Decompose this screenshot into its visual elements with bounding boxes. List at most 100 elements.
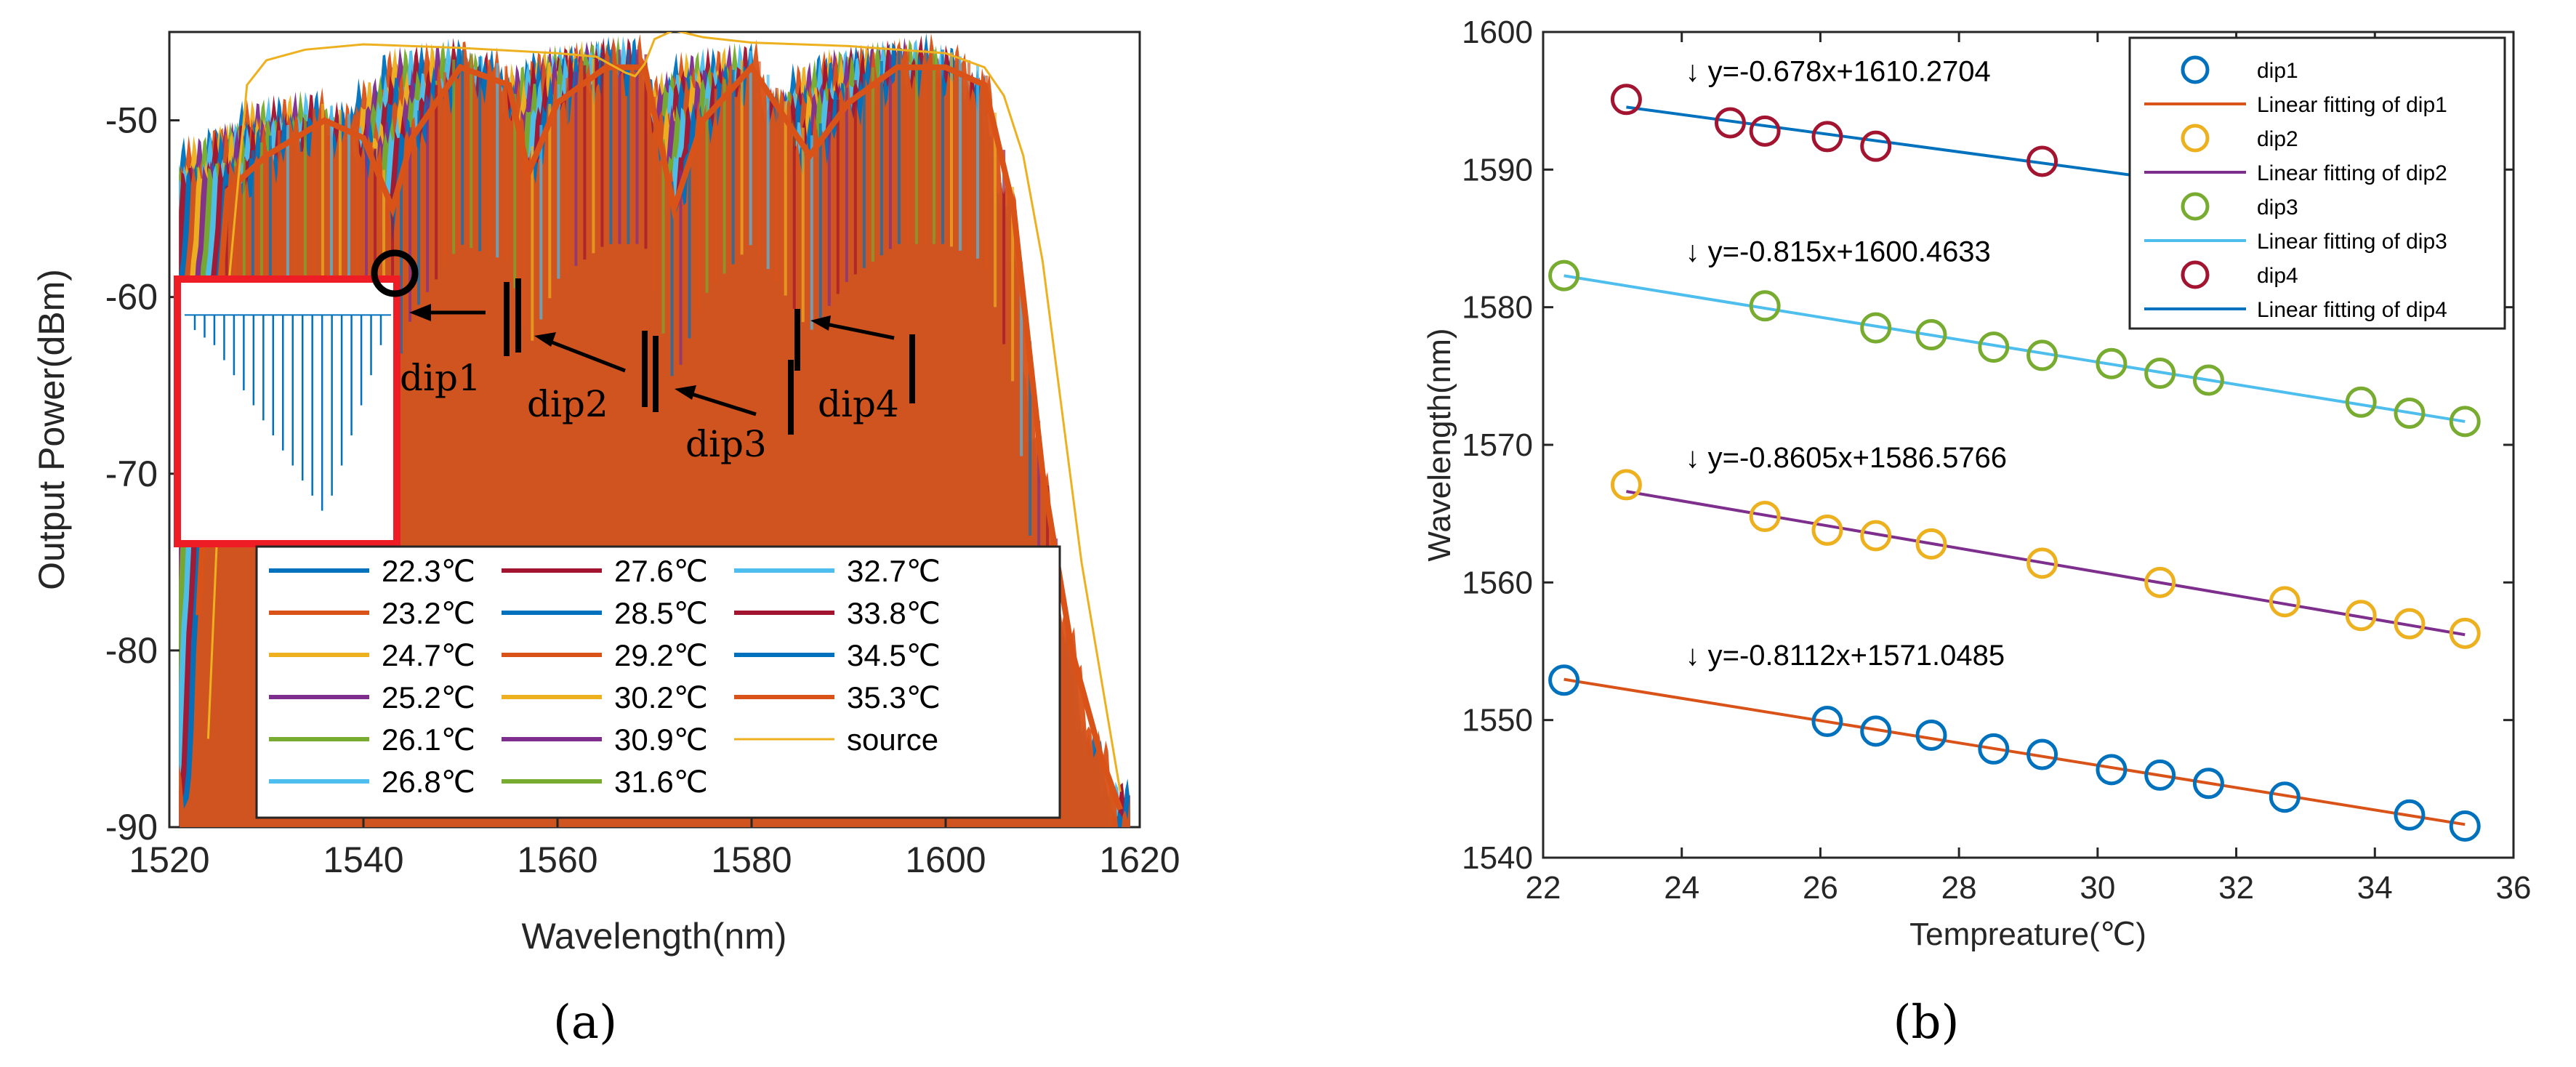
dip4-fit-equation: ↓ y=-0.678x+1610.2704 bbox=[1685, 56, 1990, 88]
legend-label: dip1 bbox=[2257, 59, 2298, 83]
panel-b-x-tick-label: 22 bbox=[1526, 870, 1561, 906]
legend-label: source bbox=[847, 722, 938, 757]
legend-label: dip4 bbox=[2257, 264, 2298, 288]
legend-label: 34.5℃ bbox=[847, 638, 941, 672]
dip2-fit-equation: ↓ y=-0.8605x+1586.5766 bbox=[1685, 442, 2007, 474]
panel-a-x-tick-label: 1620 bbox=[1099, 839, 1180, 880]
panel-a-legend-box bbox=[255, 545, 1061, 819]
panel-a-x-tick-label: 1520 bbox=[129, 839, 209, 880]
dip2-data-point bbox=[1811, 514, 1843, 546]
panel-a-legend: 22.3℃ 23.2℃ 24.7℃ 25.2℃ 26.1℃ 26.8℃ 27.6℃ 28.5℃… bbox=[255, 545, 1061, 819]
panel-a-y-axis-label: Output Power(dBm) bbox=[31, 269, 72, 590]
dip3-data-point bbox=[2144, 358, 2176, 390]
legend-label: Linear fitting of dip4 bbox=[2257, 298, 2447, 322]
legend-label: 23.2℃ bbox=[382, 596, 475, 630]
dip2-data-point bbox=[2144, 566, 2176, 598]
dip4-data-point bbox=[1714, 107, 1746, 139]
legend-label: 25.2℃ bbox=[382, 680, 475, 714]
legend-label: 28.5℃ bbox=[614, 596, 708, 630]
dip1-arrowhead bbox=[409, 304, 431, 321]
panel-a-y-tick-label: -50 bbox=[105, 100, 158, 141]
panel-a-x-tick-label: 1600 bbox=[905, 839, 986, 880]
legend-label: 33.8℃ bbox=[847, 596, 941, 630]
panel-a-label: (a) bbox=[553, 996, 617, 1050]
dip3-data-point bbox=[1860, 312, 1892, 344]
panel-b-y-tick-label: 1580 bbox=[1462, 290, 1533, 326]
panel-b-label: (b) bbox=[1893, 996, 1960, 1050]
panel-a-x-tick-label: 1560 bbox=[517, 839, 597, 880]
panel-b-y-tick-label: 1600 bbox=[1462, 15, 1533, 50]
dip2-arrow bbox=[546, 338, 626, 373]
panel-a-y-tick-label: -90 bbox=[105, 807, 158, 847]
dip4-arrow bbox=[822, 321, 895, 340]
dip1-data-point bbox=[1548, 664, 1580, 696]
dip1-label: dip1 bbox=[400, 357, 481, 399]
legend-label: 35.3℃ bbox=[847, 680, 941, 714]
dip3-data-point bbox=[2026, 339, 2058, 371]
dip2-label: dip2 bbox=[527, 383, 608, 425]
panel-b-x-tick-label: 36 bbox=[2496, 870, 2532, 906]
dip3-data-point bbox=[2449, 406, 2481, 438]
dip3-arrowhead bbox=[675, 385, 696, 400]
dip1-data-point bbox=[2269, 781, 2301, 813]
dip3-data-point bbox=[1548, 259, 1580, 291]
panel-b-legend-box bbox=[2128, 36, 2506, 330]
dip2-data-point bbox=[1860, 520, 1892, 552]
spectrum-envelope-line bbox=[196, 63, 1124, 811]
dip3-arrow bbox=[686, 390, 757, 416]
dip1-data-point bbox=[2394, 799, 2426, 831]
dip2-data-point bbox=[1610, 469, 1642, 501]
panel-a-x-tick-label: 1540 bbox=[323, 839, 403, 880]
legend-label: Linear fitting of dip3 bbox=[2257, 230, 2447, 254]
dip3-data-point bbox=[2394, 397, 2426, 429]
panel-a-y-tick-label: -70 bbox=[105, 454, 158, 494]
dip2-data-point bbox=[2449, 617, 2481, 649]
dip3-label: dip3 bbox=[685, 423, 767, 465]
dip3-fit-equation: ↓ y=-0.815x+1600.4633 bbox=[1685, 236, 1990, 268]
dip2-data-point bbox=[1749, 500, 1781, 532]
legend-label: 26.1℃ bbox=[382, 722, 475, 757]
dip4-label: dip4 bbox=[818, 383, 899, 425]
legend-label: Linear fitting of dip1 bbox=[2257, 93, 2447, 117]
dip4-data-point bbox=[1860, 130, 1892, 162]
dip1-fit-line bbox=[1563, 677, 2466, 826]
legend-marker-dip3 bbox=[2181, 192, 2210, 221]
legend-marker-dip4 bbox=[2181, 260, 2210, 289]
dip4-arrowhead bbox=[810, 315, 831, 331]
dip1-data-point bbox=[2026, 738, 2058, 770]
dip1-data-point bbox=[2192, 768, 2224, 800]
dip1-data-point bbox=[2449, 810, 2481, 842]
dip2-fit-line bbox=[1626, 490, 2466, 637]
dip1-data-point bbox=[1915, 719, 1947, 751]
panel-a-inset-zoom bbox=[174, 275, 401, 547]
dip3-data-point bbox=[2192, 364, 2224, 396]
dip2-arrowhead bbox=[534, 332, 556, 347]
dip2-data-point bbox=[2269, 586, 2301, 618]
legend-label: dip3 bbox=[2257, 196, 2298, 220]
legend-label: 27.6℃ bbox=[614, 554, 708, 588]
dip2-data-point bbox=[2394, 608, 2426, 640]
legend-label: 22.3℃ bbox=[382, 554, 475, 588]
dip3-data-point bbox=[1915, 319, 1947, 351]
legend-label: 30.9℃ bbox=[614, 722, 708, 757]
dip1-data-point bbox=[2096, 754, 2128, 786]
panel-b-x-tick-label: 28 bbox=[1941, 870, 1977, 906]
dip2-data-point bbox=[2345, 600, 2377, 632]
panel-b-x-tick-label: 34 bbox=[2357, 870, 2393, 906]
panel-a-spectrum-chart: 1520 1540 1560 1580 1600 1620-90-80-70-60-50 … bbox=[31, 31, 1180, 957]
panel-b-x-axis-label: Tempreature(℃) bbox=[1909, 917, 2146, 952]
dip3-data-point bbox=[1749, 290, 1781, 322]
panel-b-y-tick-label: 1550 bbox=[1462, 703, 1533, 738]
legend-label: 30.2℃ bbox=[614, 680, 708, 714]
source-spectrum-line bbox=[206, 32, 1122, 792]
dip1-fit-equation: ↓ y=-0.8112x+1571.0485 bbox=[1685, 640, 2005, 672]
panel-b-x-tick-label: 24 bbox=[1664, 870, 1699, 906]
panel-b-y-tick-label: 1540 bbox=[1462, 840, 1533, 876]
panel-b-y-tick-label: 1570 bbox=[1462, 427, 1533, 463]
legend-label: 26.8℃ bbox=[382, 765, 475, 799]
legend-marker-dip1 bbox=[2181, 55, 2210, 84]
panel-a-x-axis-label: Wavelength(nm) bbox=[522, 916, 787, 957]
dip2-data-point bbox=[2026, 547, 2058, 579]
dip2-data-point bbox=[1915, 528, 1947, 560]
